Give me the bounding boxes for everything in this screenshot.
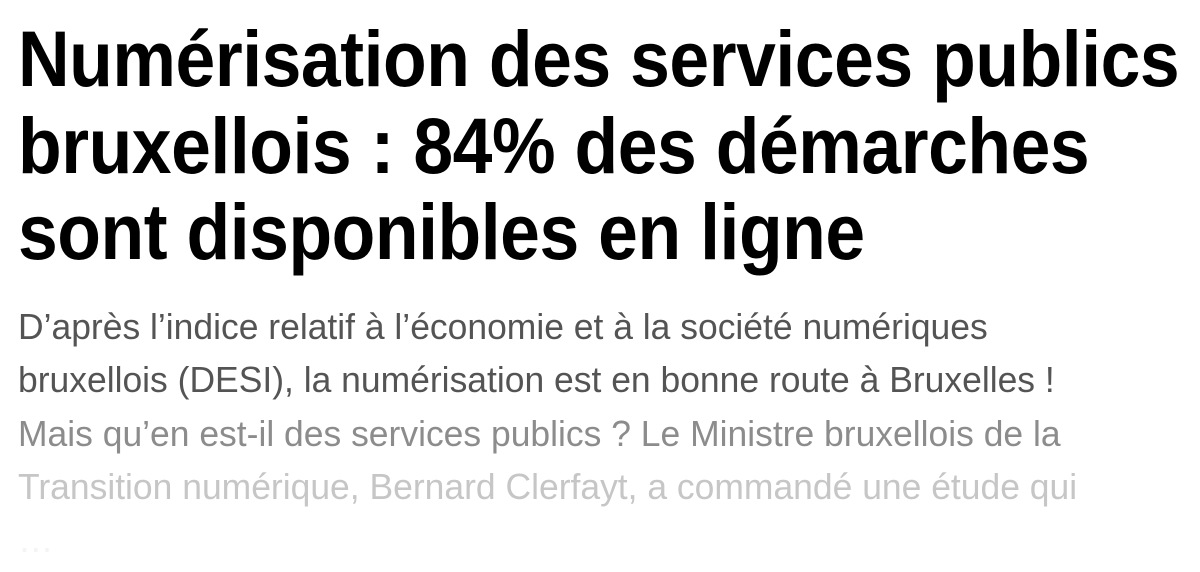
headline-line-1: Numérisation des services publics [18,14,1180,103]
lead-line-1: D’après l’indice relatif à l’économie et… [18,306,988,347]
headline-line-3: sont disponibles en ligne [18,187,865,276]
lead-line-4: Transition numérique, Bernard Clerfayt, … [18,466,1078,507]
lead-line-5-faded: … [18,519,54,560]
lead-line-3: Mais qu’en est-il des services publics ?… [18,413,1061,454]
lead-line-2: bruxellois (DESI), la numérisation est e… [18,359,1055,400]
headline-line-2: bruxellois : 84% des démarches [18,101,1090,190]
